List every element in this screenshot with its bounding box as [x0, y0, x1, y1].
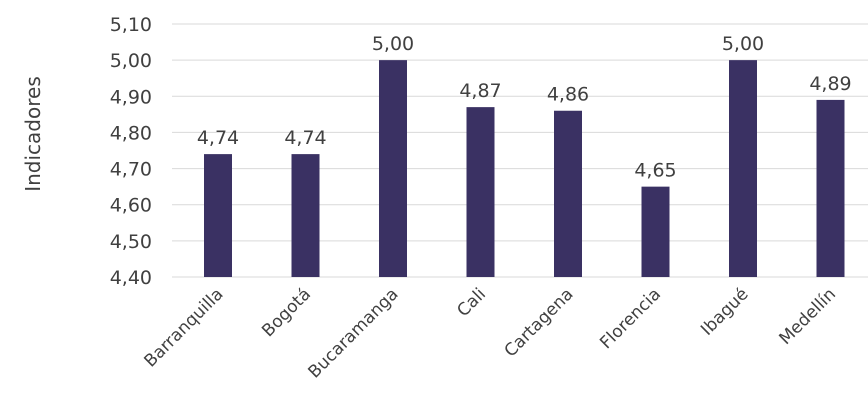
gridlines: [172, 23, 868, 278]
bar: [554, 110, 582, 277]
x-tick-label: Bogotá: [258, 284, 315, 341]
x-tick-label: Cali: [453, 284, 490, 321]
x-tick-label: Barranquilla: [140, 284, 227, 371]
bar: [379, 60, 407, 278]
bar: [291, 154, 320, 277]
data-label: 4,89: [809, 73, 851, 95]
x-tick-label: Medellín: [775, 284, 840, 349]
bars: [204, 60, 845, 278]
x-tick-label: Bucaramanga: [305, 284, 403, 382]
data-label: 4,87: [459, 80, 501, 102]
x-tick-label: Florencia: [596, 284, 665, 353]
data-label: 4,74: [197, 127, 239, 149]
y-tick-label: 5,00: [110, 50, 152, 72]
bar: [204, 154, 232, 277]
data-label: 4,86: [547, 84, 589, 106]
y-tick-label: 4,60: [110, 195, 152, 217]
data-label: 5,00: [722, 33, 764, 55]
y-tick-label: 4,80: [110, 122, 152, 144]
bar: [729, 60, 757, 278]
data-label: 4,74: [284, 127, 326, 149]
x-tick-label: Cartagena: [501, 284, 578, 361]
y-tick-label: 4,40: [110, 267, 152, 289]
y-tick-label: 4,90: [110, 86, 152, 108]
data-labels: 4,74 4,74 5,00 4,87 4,86 4,65 5,00 4,89: [197, 33, 852, 182]
data-label: 5,00: [372, 33, 414, 55]
y-tick-label: 4,70: [110, 159, 152, 181]
bar: [641, 186, 670, 277]
y-tick-label: 5,10: [110, 14, 152, 36]
bar: [816, 99, 845, 278]
data-label: 4,65: [634, 160, 676, 182]
y-tick-label: 4,50: [110, 231, 152, 253]
y-axis-ticks: 4,40 4,50 4,60 4,70 4,80 4,90 5,00 5,10: [110, 14, 152, 289]
y-axis-title: Indicadores: [21, 76, 45, 192]
bar: [466, 107, 495, 277]
x-tick-label: Ibagué: [697, 284, 752, 339]
